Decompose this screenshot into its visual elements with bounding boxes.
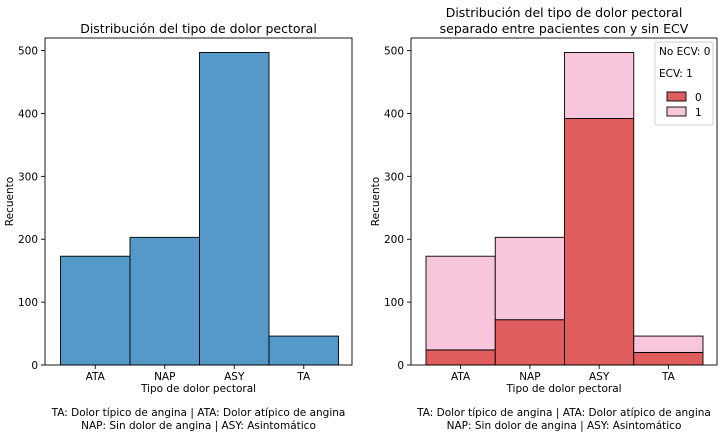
chart-title: Distribución del tipo de dolor pectoral bbox=[446, 5, 683, 20]
y-tick-label: 400 bbox=[18, 108, 38, 120]
x-tick-label: TA bbox=[296, 371, 311, 383]
x-axis-label: Tipo de dolor pectoral bbox=[140, 383, 256, 395]
legend-swatch-1 bbox=[666, 106, 687, 117]
bar-ta bbox=[268, 335, 339, 366]
bar-ta-series-1 bbox=[633, 335, 704, 353]
y-tick-label: 400 bbox=[384, 108, 404, 120]
x-tick-label: ASY bbox=[589, 371, 610, 383]
legend-label: 1 bbox=[695, 107, 702, 119]
bar-nap-series-1 bbox=[494, 236, 565, 321]
y-tick-label: 300 bbox=[384, 171, 404, 183]
y-axis-label: Recuento bbox=[4, 177, 16, 226]
y-tick-label: 500 bbox=[18, 46, 38, 58]
caption-line: TA: Dolor típico de angina | ATA: Dolor … bbox=[51, 407, 346, 419]
x-tick-label: ATA bbox=[86, 371, 106, 383]
legend-box bbox=[654, 41, 714, 126]
x-tick-label: TA bbox=[661, 371, 676, 383]
y-axis-label: Recuento bbox=[370, 177, 382, 226]
legend-swatch-0 bbox=[666, 91, 687, 102]
chart-1: 0 100 200 300 400 500 ATA NAP ASY TA Tipo de dolor… bbox=[4, 21, 353, 432]
y-tick-label: 100 bbox=[384, 297, 404, 309]
bar-ata-series-0 bbox=[425, 349, 496, 366]
x-tick-label: NAP bbox=[519, 371, 540, 383]
chart-title: separado entre pacientes con y sin ECV bbox=[440, 21, 689, 36]
legend-label: 0 bbox=[695, 92, 702, 104]
bar-asy-series-1 bbox=[564, 52, 635, 119]
plot-frame bbox=[410, 37, 718, 366]
y-tick-label: 200 bbox=[18, 234, 38, 246]
plot-frame bbox=[44, 37, 353, 366]
y-tick-label: 0 bbox=[31, 360, 38, 372]
chart-title: Distribución del tipo de dolor pectoral bbox=[80, 21, 317, 36]
y-tick-label: 100 bbox=[18, 297, 38, 309]
y-tick-label: 500 bbox=[384, 46, 404, 58]
bar-nap-series-0 bbox=[494, 319, 565, 366]
bar-ata-series-1 bbox=[425, 255, 496, 351]
legend: No ECV: 0 ECV: 10 1 bbox=[654, 41, 714, 126]
bar-nap bbox=[129, 236, 200, 366]
x-tick-label: ATA bbox=[451, 371, 471, 383]
legend-heading: No ECV: 0 bbox=[659, 46, 710, 58]
legend-heading: ECV: 1 bbox=[659, 68, 693, 80]
y-tick-label: 200 bbox=[384, 234, 404, 246]
x-tick-label: ASY bbox=[224, 371, 245, 383]
bar-ta-series-0 bbox=[633, 351, 704, 366]
bar-ata bbox=[60, 255, 131, 366]
caption-line: NAP: Sin dolor de angina | ASY: Asintomá… bbox=[81, 420, 316, 432]
caption-line: NAP: Sin dolor de angina | ASY: Asintomá… bbox=[447, 420, 682, 432]
y-tick-label: 0 bbox=[397, 360, 404, 372]
bar-asy-series-0 bbox=[564, 118, 635, 366]
y-tick-label: 300 bbox=[18, 171, 38, 183]
x-axis-label: Tipo de dolor pectoral bbox=[505, 383, 621, 395]
x-tick-label: NAP bbox=[154, 371, 175, 383]
chart-2: 0 100 200 300 400 500 ATA NAP ASY TA Tipo de dolor… bbox=[370, 5, 718, 432]
caption-line: TA: Dolor típico de angina | ATA: Dolor … bbox=[416, 407, 711, 419]
bar-asy bbox=[199, 52, 270, 366]
